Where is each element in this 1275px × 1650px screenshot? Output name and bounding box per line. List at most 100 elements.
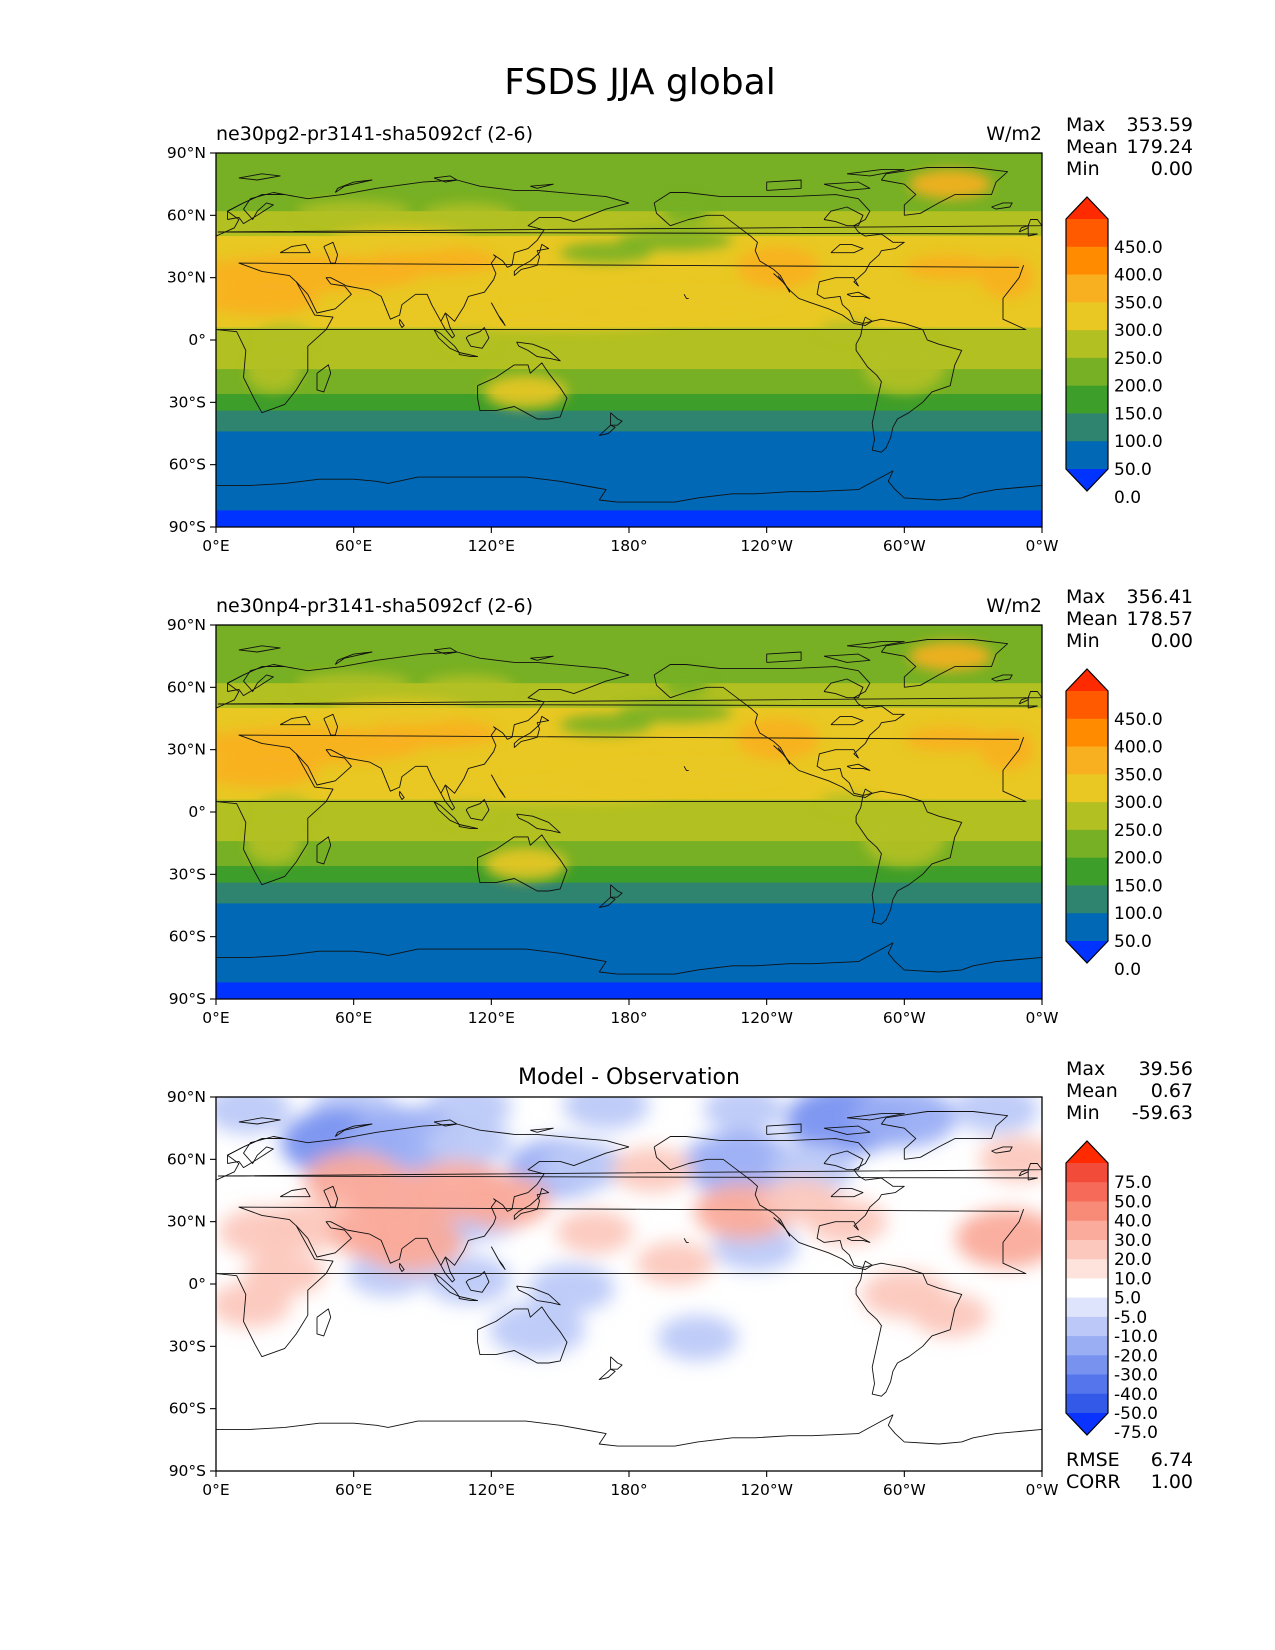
field-band bbox=[216, 866, 1042, 884]
error-stat-value: 6.74 bbox=[1151, 1449, 1193, 1471]
colorbar-label: 450.0 bbox=[1114, 710, 1163, 730]
coastline bbox=[490, 1246, 506, 1270]
coastline bbox=[369, 1146, 630, 1266]
x-tick-label: 120°W bbox=[740, 537, 793, 555]
coastline bbox=[530, 1127, 554, 1133]
coastline bbox=[683, 294, 689, 299]
coastline bbox=[334, 1123, 373, 1137]
colorbar-label: -5.0 bbox=[1114, 1308, 1147, 1328]
colorbar-segment bbox=[1066, 746, 1108, 775]
coastline bbox=[490, 774, 506, 798]
colorbar-label: -10.0 bbox=[1114, 1327, 1158, 1347]
field-feature bbox=[736, 246, 820, 289]
stats-block: Max 353.59 Mean 179.24 Min 0.00 bbox=[1066, 114, 1193, 180]
field-band bbox=[216, 348, 1042, 370]
field-band bbox=[216, 410, 1042, 433]
x-tick-label: 60°E bbox=[335, 537, 372, 555]
field-feature bbox=[296, 672, 412, 694]
coastline bbox=[490, 302, 506, 326]
coastline bbox=[477, 834, 568, 892]
y-axis: 90°N 60°N 30°N 0° 30°S 60°S 90°S bbox=[167, 1088, 216, 1480]
stat-value: 353.59 bbox=[1127, 114, 1193, 136]
colorbar-segment bbox=[1066, 718, 1108, 748]
coastline bbox=[830, 243, 864, 254]
colorbar-label: 200.0 bbox=[1114, 377, 1163, 397]
anomaly-feature bbox=[657, 1315, 739, 1361]
coastline bbox=[1018, 697, 1029, 705]
colorbar-extend-min bbox=[1066, 1413, 1108, 1435]
coastline bbox=[766, 179, 802, 191]
field-feature bbox=[245, 822, 301, 864]
stat-label: Mean bbox=[1066, 608, 1118, 630]
coastline bbox=[216, 262, 1027, 414]
y-tick-label: 0° bbox=[188, 331, 206, 349]
coastline bbox=[773, 273, 791, 293]
x-tick-label: 180° bbox=[610, 1481, 647, 1499]
coastline bbox=[610, 412, 623, 426]
x-tick-label: 60°W bbox=[883, 1481, 926, 1499]
panel-title: ne30np4-pr3141-sha5092cf (2-6) bbox=[216, 595, 533, 617]
coastline bbox=[433, 175, 458, 183]
y-tick-label: 0° bbox=[188, 1275, 206, 1293]
x-tick-label: 180° bbox=[610, 537, 647, 555]
coastline bbox=[823, 653, 871, 663]
field-feature bbox=[736, 718, 820, 761]
colorbar-extend-min bbox=[1066, 469, 1108, 491]
colorbar-label: 250.0 bbox=[1114, 349, 1163, 369]
stat-value: 179.24 bbox=[1127, 136, 1193, 158]
stat-value: -59.63 bbox=[1132, 1102, 1193, 1124]
y-tick-label: 90°N bbox=[167, 144, 206, 162]
coastline bbox=[846, 1235, 871, 1243]
units-label: W/m2 bbox=[986, 595, 1042, 617]
coastline bbox=[216, 1414, 1042, 1447]
colorbar-label: 100.0 bbox=[1114, 904, 1163, 924]
stat-label: Min bbox=[1066, 158, 1100, 180]
coastline bbox=[846, 291, 871, 299]
colorbar-segment bbox=[1066, 691, 1108, 720]
colorbar-segment bbox=[1066, 330, 1108, 359]
coastline bbox=[773, 1217, 791, 1237]
colorbar: 450.0 400.0 350.0 300.0 250.0 200.0 150.0 100.0… bbox=[1065, 196, 1163, 508]
coastline bbox=[880, 639, 1009, 688]
y-axis: 90°N 60°N 30°N 0° 30°S 60°S 90°S bbox=[167, 144, 216, 536]
field-feature bbox=[863, 807, 946, 867]
colorbar-label: 30.0 bbox=[1114, 1231, 1152, 1251]
anomaly-feature bbox=[216, 1281, 291, 1328]
colorbar-label: 150.0 bbox=[1114, 876, 1163, 896]
error-stat-value: 1.00 bbox=[1151, 1471, 1193, 1493]
colorbar-label: -50.0 bbox=[1114, 1404, 1158, 1424]
stats-block: Max 356.41 Mean 178.57 Min 0.00 bbox=[1066, 586, 1193, 652]
coastline bbox=[440, 784, 456, 811]
colorbar-segment bbox=[1066, 1182, 1108, 1203]
field-feature bbox=[257, 323, 313, 349]
y-tick-label: 60°N bbox=[167, 1150, 206, 1168]
stat-label: Max bbox=[1066, 114, 1105, 136]
coastlines bbox=[216, 1111, 1042, 1447]
y-tick-label: 90°S bbox=[169, 990, 206, 1008]
field-feature bbox=[440, 329, 496, 351]
colorbar-segment bbox=[1066, 802, 1108, 831]
colorbar-label: 300.0 bbox=[1114, 793, 1163, 813]
coastline bbox=[880, 167, 1009, 216]
colorbar-segment bbox=[1066, 274, 1108, 303]
field-feature bbox=[369, 246, 499, 276]
x-tick-label: 0°E bbox=[202, 537, 229, 555]
x-axis: 0°E 60°E 120°E 180° 120°W 60°W 0°W bbox=[202, 1471, 1058, 1499]
colorbar-label: 350.0 bbox=[1114, 293, 1163, 313]
colorbar-label: 0.0 bbox=[1114, 488, 1141, 508]
coastline bbox=[830, 715, 864, 726]
anomaly-feature bbox=[852, 1097, 957, 1148]
field-band bbox=[216, 510, 1042, 527]
coastline bbox=[227, 192, 286, 225]
x-tick-label: 120°W bbox=[740, 1009, 793, 1027]
anomaly-feature bbox=[216, 1097, 292, 1134]
colorbar-segment bbox=[1066, 302, 1108, 331]
coastline bbox=[433, 647, 458, 655]
x-tick-label: 0°E bbox=[202, 1481, 229, 1499]
coastline bbox=[513, 1187, 550, 1220]
stat-label: Max bbox=[1066, 1058, 1105, 1080]
panel-2: ne30np4-pr3141-sha5092cf (2-6) W/m2 0°E 6… bbox=[167, 586, 1193, 1027]
field-feature bbox=[296, 200, 412, 222]
anomaly-feature bbox=[556, 1210, 634, 1254]
x-tick-label: 0°W bbox=[1026, 537, 1059, 555]
